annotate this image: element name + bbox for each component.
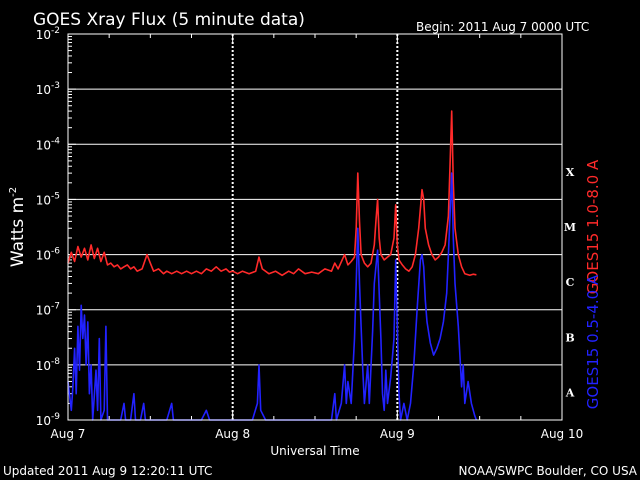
legend-blue-series: GOES15 0.5-4.0 A [584, 274, 602, 409]
flare-class-x: X [566, 166, 575, 179]
y-axis-ticks [68, 33, 76, 421]
y-tick-label: 10-7 [36, 302, 60, 318]
series-line-long-wavelength [67, 110, 477, 277]
flare-class-labels: X M C B A [564, 166, 576, 400]
flare-class-a: A [565, 386, 575, 399]
flare-class-b: B [565, 331, 574, 344]
y-tick-label: 10-2 [36, 26, 60, 42]
legend-red-series: GOES15 1.0-8.0 A [584, 159, 602, 294]
credit-label: NOAA/SWPC Boulder, CO USA [459, 464, 638, 478]
begin-label: Begin: 2011 Aug 7 0000 UTC [416, 20, 589, 34]
y-axis-label: Watts m-2 [8, 187, 28, 267]
y-axis-tick-labels: 10-2 10-3 10-4 10-5 10-6 10-7 10-8 10-9 [36, 26, 61, 428]
y-tick-label: 10-8 [36, 357, 61, 373]
y-tick-label: 10-6 [36, 247, 61, 263]
y-tick-label: 10-4 [36, 136, 61, 152]
x-tick-label: Aug 7 [51, 427, 86, 441]
flare-class-m: M [564, 221, 576, 234]
chart-title: GOES Xray Flux (5 minute data) [33, 10, 305, 30]
y-tick-label: 10-3 [36, 81, 60, 97]
y-tick-label: 10-9 [36, 412, 61, 428]
updated-timestamp: Updated 2011 Aug 9 12:20:11 UTC [3, 464, 212, 478]
y-tick-label: 10-5 [36, 191, 60, 207]
x-axis-tick-labels: Aug 7 Aug 8 Aug 9 Aug 10 [51, 427, 584, 441]
flare-class-c: C [566, 276, 575, 289]
x-tick-label: Aug 9 [380, 427, 415, 441]
x-axis-label: Universal Time [270, 444, 359, 458]
x-tick-label: Aug 8 [215, 427, 250, 441]
horizontal-grid [68, 88, 562, 366]
plot-frame [67, 33, 563, 421]
x-tick-label: Aug 10 [541, 427, 584, 441]
